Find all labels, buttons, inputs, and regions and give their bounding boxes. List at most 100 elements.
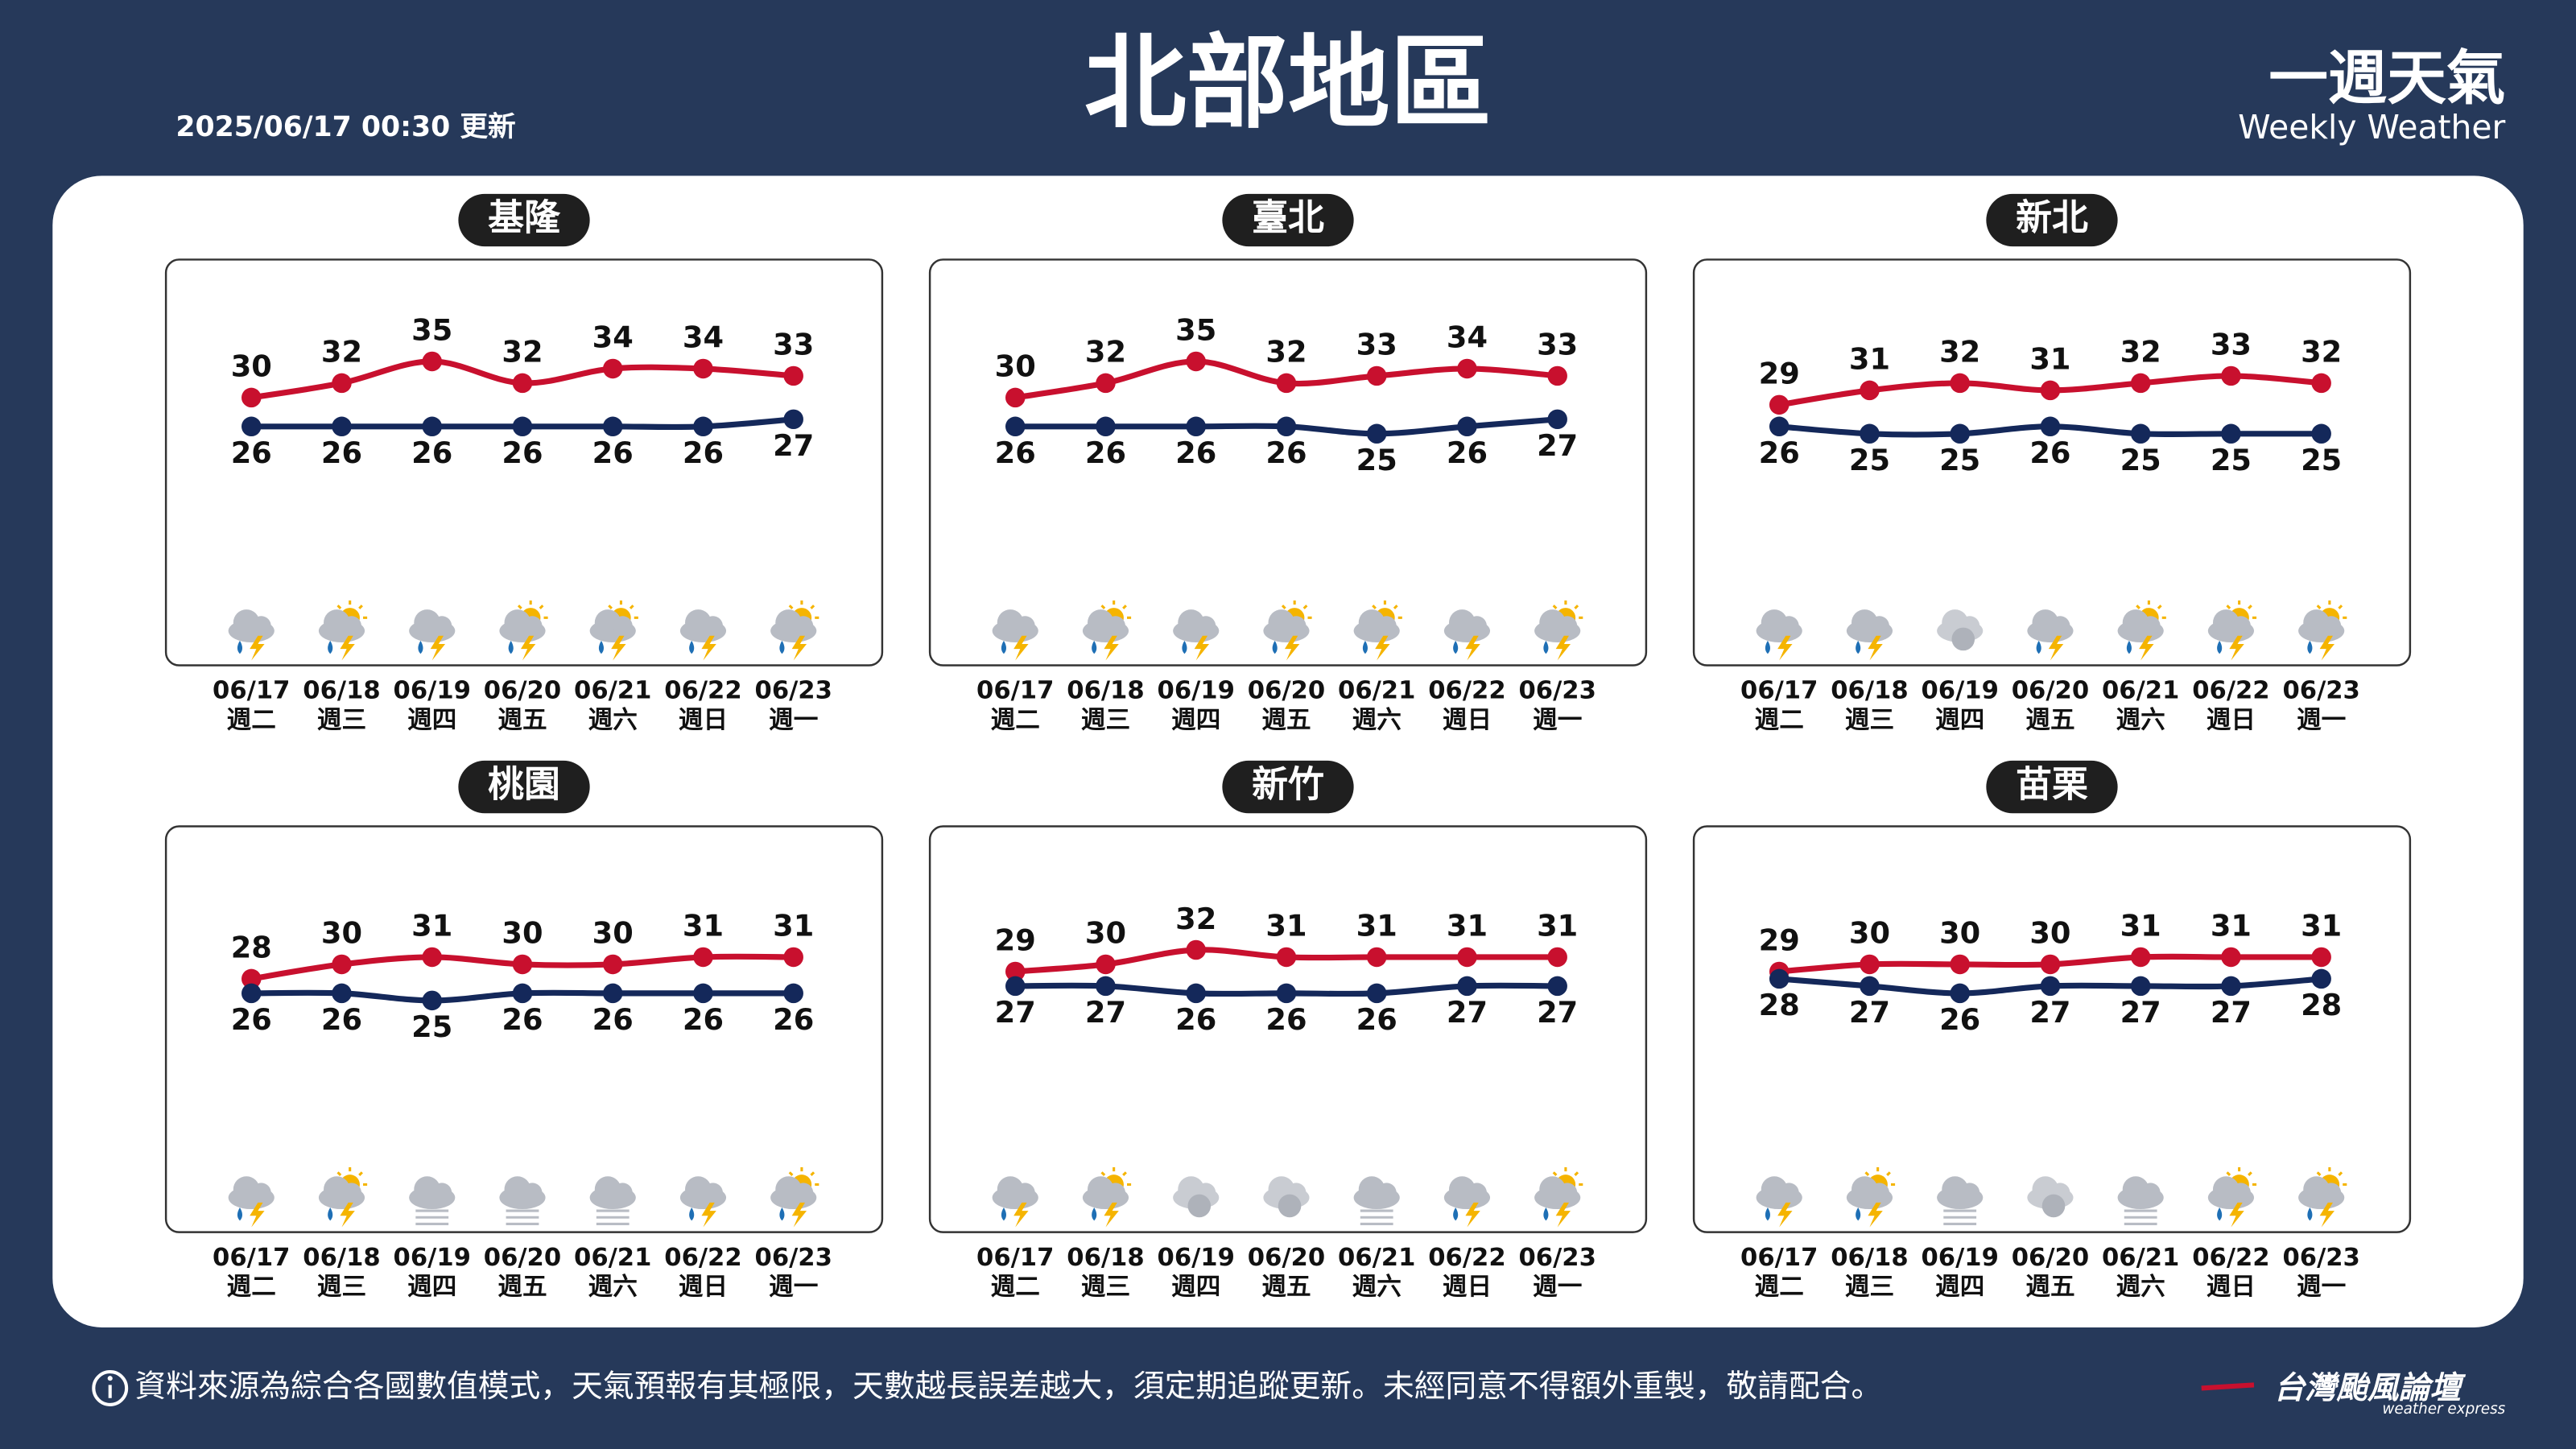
cloud: [1105, 1183, 1125, 1203]
rain-drop: [2217, 640, 2223, 654]
temperature-point: [1276, 983, 1297, 1004]
weather-icon: [2298, 600, 2347, 661]
date-label: 06/17: [213, 677, 290, 705]
weekday-label: 週六: [2116, 706, 2165, 734]
temperature-point: [1769, 968, 1790, 989]
rain-drop: [689, 640, 695, 654]
weekday-label: 週二: [227, 706, 276, 734]
temperature-label: 30: [1849, 916, 1890, 951]
lightning: [1555, 1202, 1571, 1228]
cloud: [251, 616, 271, 636]
cloud: [2231, 616, 2251, 636]
temperature-point: [512, 983, 533, 1004]
temperature-point: [2221, 976, 2241, 997]
sun-ray: [2226, 1171, 2231, 1176]
temperature-label: 34: [592, 320, 634, 355]
lightning: [1013, 635, 1029, 661]
temperature-label: 31: [1265, 909, 1307, 943]
weekday-label: 週一: [1533, 1274, 1582, 1302]
sun-ray: [1100, 1171, 1106, 1176]
temperature-point: [1096, 373, 1116, 394]
temperature-label: 31: [773, 909, 814, 943]
date-label: 06/19: [394, 1244, 471, 1272]
rain-drop: [1543, 640, 1549, 654]
weekday-label: 週三: [317, 706, 366, 734]
temperature-point: [1860, 380, 1880, 401]
sun-ray: [1552, 1171, 1558, 1176]
temperature-point: [332, 983, 352, 1004]
temperature-point: [2040, 380, 2061, 401]
temperature-point: [242, 416, 262, 437]
weekday-label: 週五: [1261, 1274, 1311, 1302]
temperature-point: [2040, 976, 2061, 997]
temperature-label: 32: [1085, 335, 1126, 369]
date-label: 06/23: [1519, 1244, 1596, 1272]
temperature-label: 27: [1849, 995, 1890, 1030]
weather-icon: [1173, 1176, 1220, 1218]
date-label: 06/20: [484, 1244, 561, 1272]
temperature-point: [1276, 416, 1297, 437]
temperature-point: [1186, 939, 1206, 960]
cloud: [1377, 616, 1397, 636]
weather-icon: [589, 600, 638, 661]
chart-title: 桃園: [488, 763, 560, 806]
temperature-label: 32: [1175, 902, 1216, 936]
sun-ray: [1574, 605, 1579, 609]
sun-ray: [539, 605, 544, 609]
temperature-label: 31: [1537, 909, 1578, 943]
temperature-point: [1950, 983, 1970, 1004]
cloud: [2140, 1183, 2161, 1203]
temperature-label: 31: [2029, 342, 2070, 377]
date-label: 06/21: [1338, 1244, 1415, 1272]
sun-ray: [788, 1171, 794, 1176]
title-pill: [458, 760, 590, 814]
rain-drop: [1453, 640, 1459, 654]
lightning: [2229, 1202, 2244, 1228]
title-pill: [458, 193, 590, 247]
weather-icon: [1353, 600, 1402, 661]
temperature-point: [422, 416, 442, 437]
rain-drop: [2307, 1208, 2313, 1221]
rain-drop: [779, 1208, 785, 1221]
rain-drop: [1001, 1208, 1006, 1221]
lightning: [430, 635, 446, 661]
temperature-label: 26: [231, 1002, 272, 1037]
chart-frame: [164, 825, 884, 1233]
temperature-label: 27: [995, 995, 1036, 1030]
logo-stripe: [2201, 1382, 2255, 1391]
chart-title: 基隆: [488, 196, 561, 238]
rain-drop: [2217, 1208, 2223, 1221]
temperature-point: [1860, 976, 1880, 997]
rain-drop: [328, 640, 333, 654]
weather-icon: [1534, 1167, 1583, 1228]
weather-icon: [2027, 609, 2074, 661]
cloud: [1467, 616, 1487, 636]
rain-drop: [1765, 640, 1770, 654]
lightning: [701, 635, 716, 661]
temperature-point: [1457, 947, 1477, 968]
chart-title: 臺北: [1252, 196, 1324, 238]
weather-icon: [1082, 1167, 1132, 1228]
cloud: [1286, 616, 1307, 636]
cloud: [1195, 616, 1216, 636]
lightning: [520, 635, 536, 661]
weather-icon: [679, 1176, 727, 1228]
temperature-label: 26: [1175, 436, 1216, 470]
cloud: [431, 616, 452, 636]
cloud: [1779, 1183, 1799, 1203]
sun-ray: [810, 605, 815, 609]
weekday-label: 週日: [1443, 1274, 1492, 1302]
temperature-point: [2130, 373, 2151, 394]
temperature-label: 32: [321, 335, 362, 369]
temperature-point: [1096, 976, 1116, 997]
rain-drop: [237, 640, 243, 654]
sun-ray: [788, 605, 794, 609]
temperature-label: 30: [2029, 916, 2070, 951]
temperature-label: 31: [2211, 909, 2252, 943]
sun-ray: [336, 1171, 342, 1176]
rain-drop: [1856, 640, 1861, 654]
